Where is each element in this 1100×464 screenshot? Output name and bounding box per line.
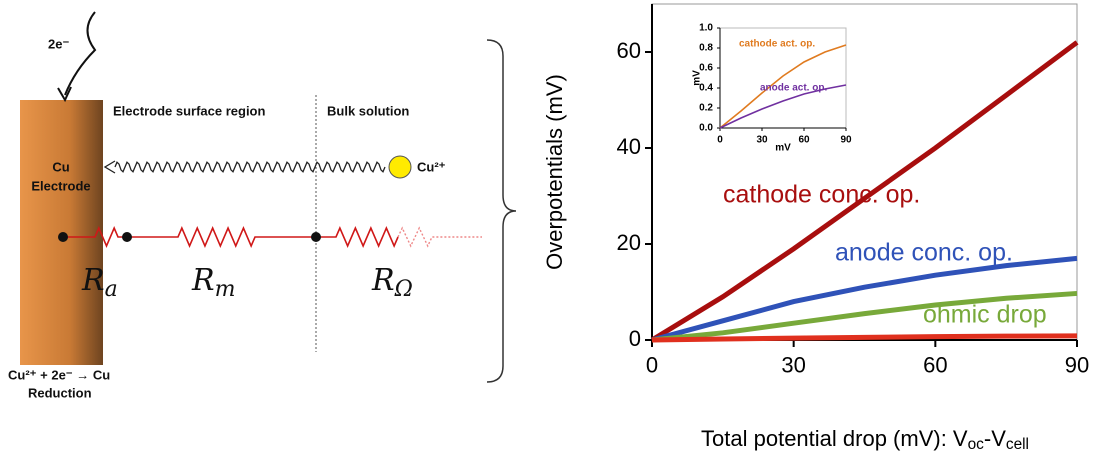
y-tick-label: 0 xyxy=(629,326,641,351)
y-axis-label: Overpotentials (mV) xyxy=(542,74,567,270)
x-tick-label: 90 xyxy=(840,135,852,146)
y-tick-label: 0.8 xyxy=(699,43,713,54)
subscript: a xyxy=(105,277,118,302)
series-label: ohmic drop xyxy=(923,301,1047,329)
y-axis-label: mV xyxy=(692,70,703,86)
symbol: R xyxy=(371,263,395,298)
series-line xyxy=(719,84,847,129)
node xyxy=(58,232,68,242)
node xyxy=(122,232,132,242)
series-label: cathode conc. op. xyxy=(723,181,920,209)
reaction-label: Reduction xyxy=(28,385,92,400)
resistor-circuit-fade xyxy=(397,226,482,248)
region-label: Electrode surface region xyxy=(113,103,265,118)
series-line xyxy=(651,290,1078,343)
series-label: anode act. op. xyxy=(760,83,827,94)
series-line xyxy=(650,40,1079,343)
y-tick-label: 0.0 xyxy=(699,123,713,134)
x-tick-label: 60 xyxy=(798,135,810,146)
electron-arrow xyxy=(64,11,97,96)
x-tick-label: 0 xyxy=(717,135,723,146)
y-tick-label: 60 xyxy=(617,38,641,63)
electrode-label: Cu xyxy=(52,159,69,174)
symbol: R xyxy=(81,263,105,298)
label-text: -V xyxy=(984,426,1006,451)
region-label: Bulk solution xyxy=(327,103,409,118)
diffusion-wave xyxy=(114,161,386,173)
x-axis-label: mV xyxy=(775,143,791,154)
ion-label: Cu²⁺ xyxy=(417,159,446,174)
x-tick-label: 90 xyxy=(1065,353,1089,378)
brace xyxy=(486,39,517,383)
subscript: Ω xyxy=(394,277,413,302)
y-tick-label: 20 xyxy=(617,230,641,255)
resistor-label: Rm xyxy=(191,263,235,302)
electron-label: 2e⁻ xyxy=(48,36,69,51)
x-axis-label: Total potential drop (mV): Voc-Vcell xyxy=(701,426,1029,453)
y-tick-label: 40 xyxy=(617,134,641,159)
label-text: Total potential drop (mV): V xyxy=(701,426,968,451)
resistor-label: Ra xyxy=(81,263,118,302)
node xyxy=(311,232,321,242)
arrow-head xyxy=(57,86,72,103)
ion xyxy=(388,155,412,179)
resistor-label: RΩ xyxy=(371,263,413,302)
symbol: R xyxy=(191,263,215,298)
x-tick-label: 0 xyxy=(646,353,658,378)
subscript: m xyxy=(215,277,236,302)
resistor-circuit xyxy=(63,225,399,249)
electrode-label: Electrode xyxy=(31,178,90,193)
x-tick-label: 30 xyxy=(756,135,768,146)
y-tick-label: 0.4 xyxy=(699,83,713,94)
series-line xyxy=(651,255,1078,343)
series-label: anode conc. op. xyxy=(835,239,1013,267)
series-line xyxy=(719,44,847,129)
series-label: cathode act. op. xyxy=(739,39,815,50)
x-tick-label: 30 xyxy=(781,353,805,378)
subscript: oc xyxy=(968,436,985,453)
series-line xyxy=(651,333,1078,343)
arrow-head xyxy=(103,160,116,174)
y-tick-label: 1.0 xyxy=(699,23,713,34)
x-tick-label: 60 xyxy=(923,353,947,378)
reaction: Cu²⁺ + 2e⁻ → Cu xyxy=(8,367,110,382)
y-tick-label: 0.6 xyxy=(699,63,713,74)
subscript: cell xyxy=(1006,436,1029,453)
y-tick-label: 0.2 xyxy=(699,103,713,114)
